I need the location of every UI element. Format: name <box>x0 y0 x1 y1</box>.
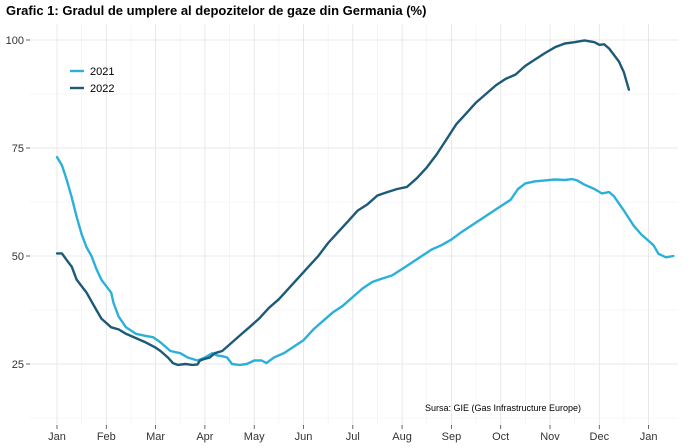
plot-panel <box>30 24 678 425</box>
y-tick-label: 25 <box>12 359 24 371</box>
x-tick-label: May <box>244 431 265 443</box>
x-tick-label: Jul <box>346 431 360 443</box>
x-tick-label: Oct <box>492 431 509 443</box>
y-tick-label: 100 <box>6 35 24 47</box>
x-tick-label: Mar <box>146 431 165 443</box>
legend-label-2021: 2021 <box>90 66 114 78</box>
x-tick-label: Aug <box>392 431 412 443</box>
axes: 25 50 75 100 Jan Feb Mar Apr May Jun Jul Aug Sep Oct N… <box>6 35 658 443</box>
x-tick-label: Apr <box>196 431 213 443</box>
x-tick-label: Nov <box>540 431 560 443</box>
x-tick-label: Dec <box>590 431 610 443</box>
y-tick-label: 75 <box>12 143 24 155</box>
x-tick-label: Jun <box>295 431 313 443</box>
series-line-2022 <box>55 39 631 367</box>
legend-label-2022: 2022 <box>90 83 114 95</box>
x-tick-label: Sep <box>442 431 462 443</box>
chart-title: Grafic 1: Gradul de umplere al depozitel… <box>6 3 427 18</box>
legend: 2021 2022 <box>70 66 114 95</box>
source-label: Sursa: GIE (Gas Infrastructure Europe) <box>425 403 581 413</box>
x-tick-label: Feb <box>97 431 116 443</box>
y-tick-label: 50 <box>12 251 24 263</box>
x-tick-label: Jan <box>640 431 658 443</box>
series-line-2021 <box>55 155 675 367</box>
x-tick-label: Jan <box>48 431 66 443</box>
grid-lines <box>30 24 678 425</box>
series-layer <box>55 39 675 367</box>
